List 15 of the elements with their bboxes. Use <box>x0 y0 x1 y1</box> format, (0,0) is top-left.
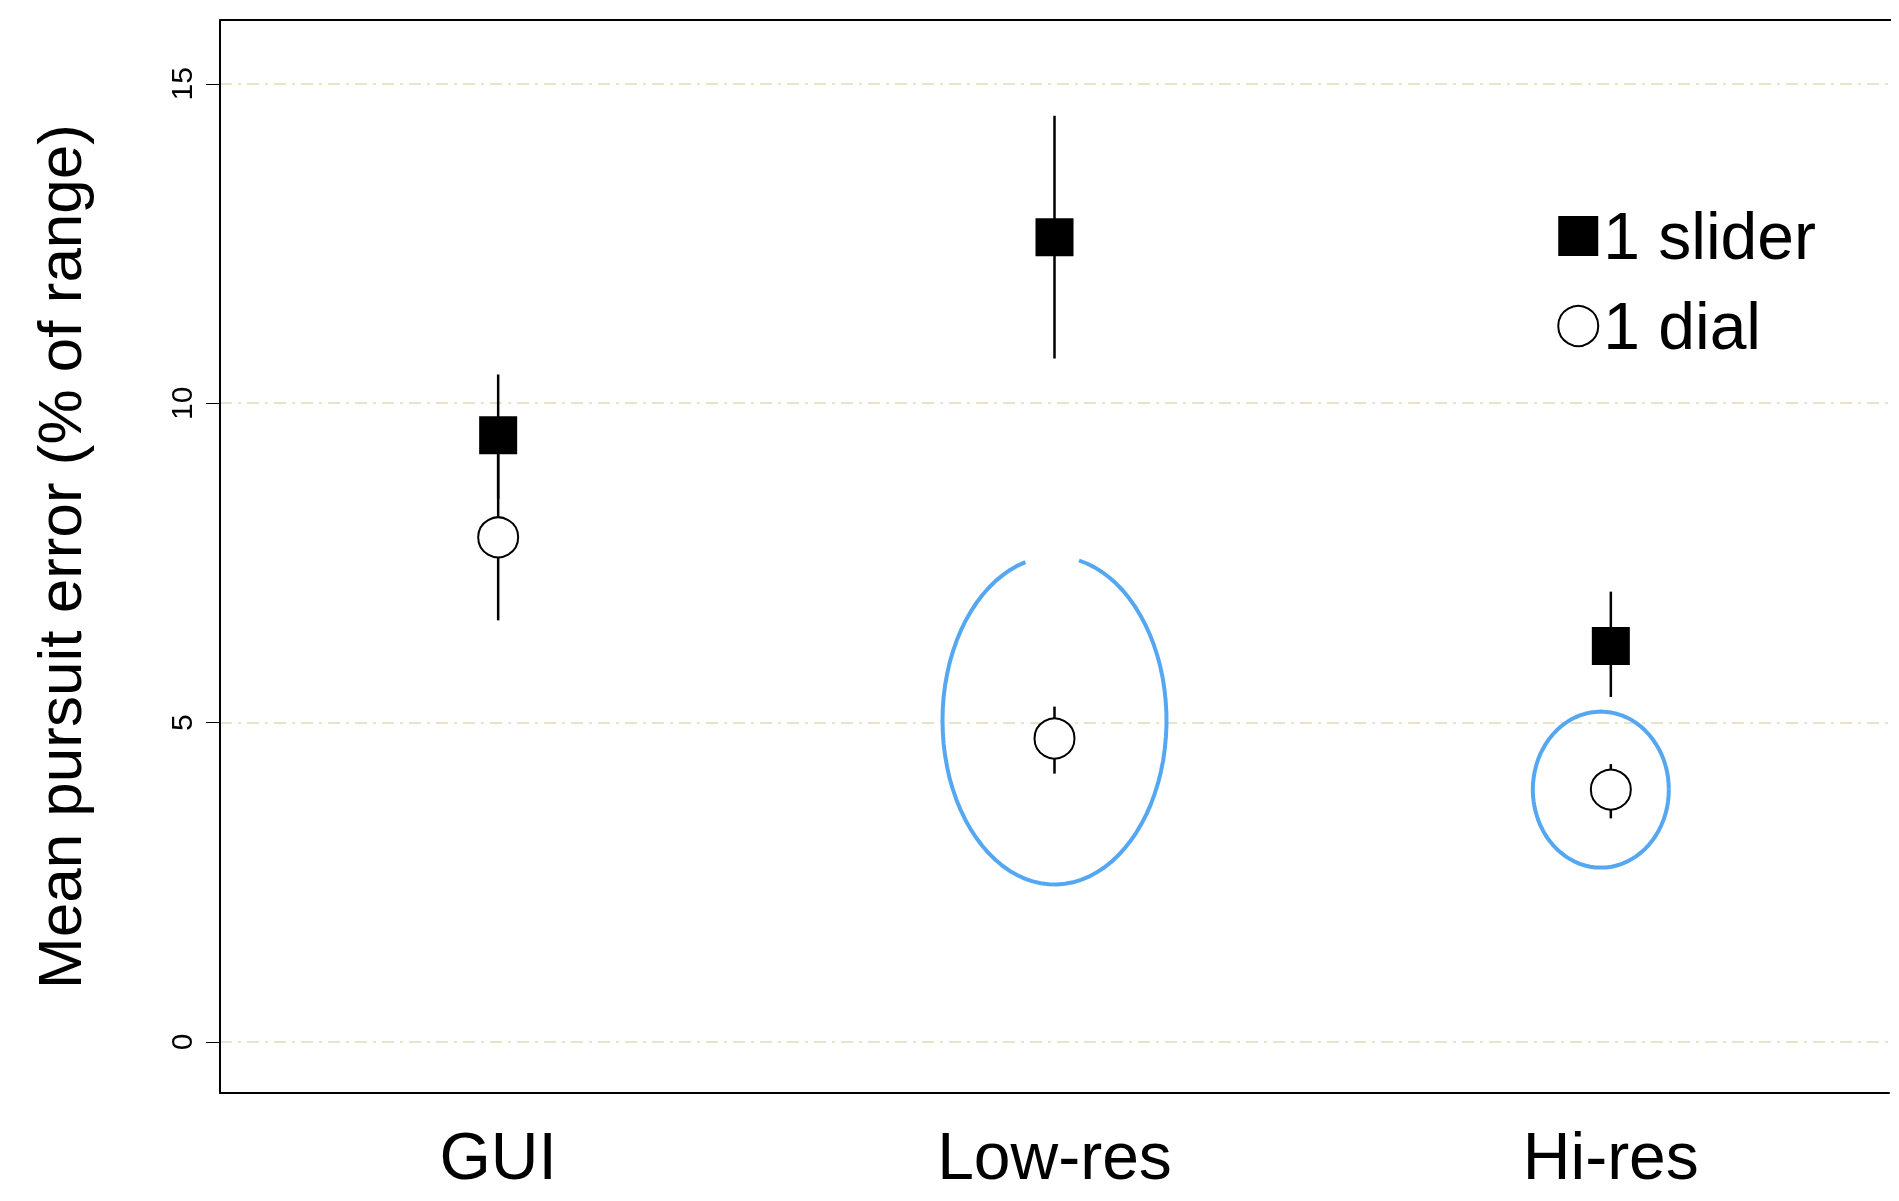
point <box>479 416 518 455</box>
x-tick-label: Hi-res <box>1522 1119 1699 1193</box>
point <box>1035 218 1074 257</box>
y-tick-label: 15 <box>164 67 198 101</box>
x-tick-label: Low-res <box>937 1119 1172 1193</box>
point <box>1033 717 1076 760</box>
point <box>1591 626 1630 665</box>
point <box>477 516 520 559</box>
legend-label: 1 dial <box>1603 289 1762 363</box>
legend-label: 1 slider <box>1603 199 1817 273</box>
y-tick-label: 10 <box>164 386 198 420</box>
x-tick-label: GUI <box>439 1119 557 1193</box>
y-tick-label: 0 <box>164 1033 198 1051</box>
y-axis-title: Mean pursuit error (% of range) <box>24 124 94 989</box>
y-tick-label: 5 <box>164 714 198 731</box>
